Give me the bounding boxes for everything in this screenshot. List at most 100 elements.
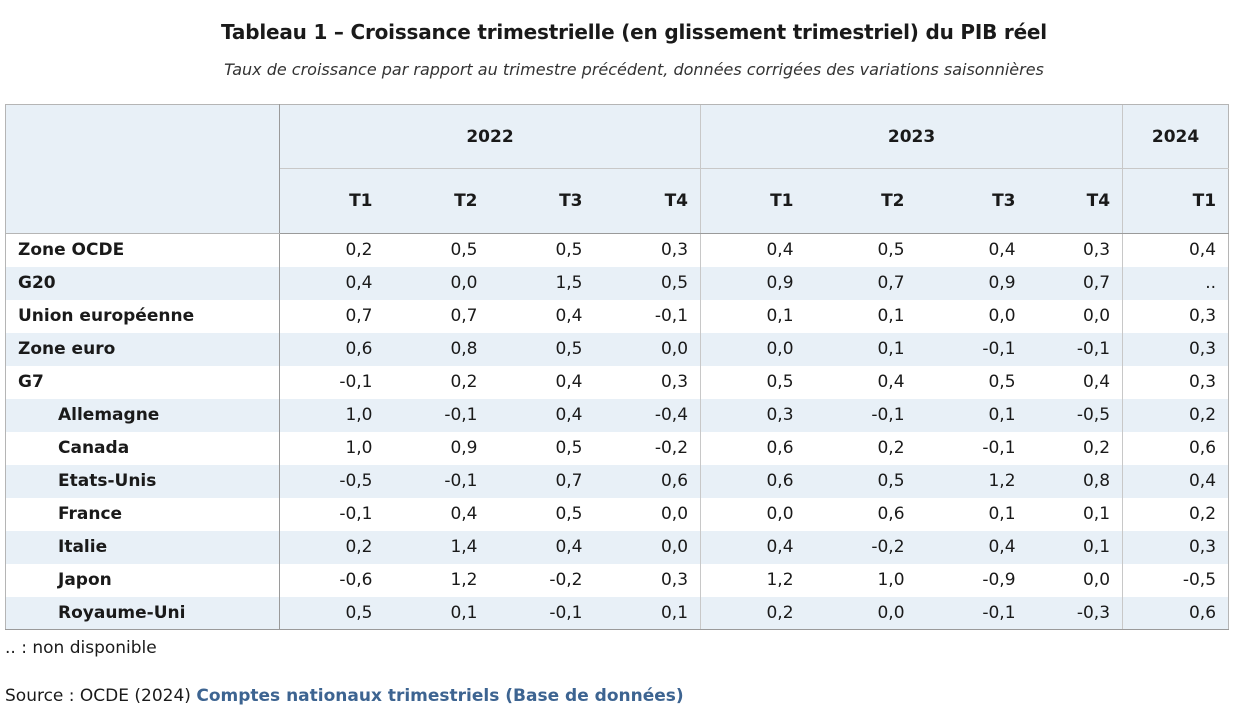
value-cell: -0,6 — [339, 570, 373, 590]
value-cell: 0,4 — [1082, 372, 1111, 392]
value-cell: 0,7 — [489, 464, 595, 498]
source-link[interactable]: Comptes nationaux trimestriels (Base de … — [196, 686, 684, 706]
value-cell: 1,5 — [489, 266, 595, 300]
value-cell: -0,2 — [549, 570, 583, 590]
value-cell: 0,5 — [594, 266, 701, 300]
quarter-header: T1 — [279, 168, 385, 234]
value-cell: -0,1 — [916, 596, 1028, 630]
value-cell: 0,6 — [594, 464, 701, 498]
table-row: Japon -0,6 1,2 -0,2 0,3 1,2 1,0 -0,9 0,0 -0,5 — [5, 563, 1230, 597]
value-cell: 0,0 — [1082, 570, 1111, 590]
value-cell: .. — [1122, 266, 1230, 300]
value-cell: 0,0 — [1082, 306, 1111, 326]
row-label: Allemagne — [5, 398, 280, 432]
value-cell: 0,5 — [489, 332, 595, 366]
value-cell: -0,1 — [1027, 332, 1123, 366]
value-cell: 0,2 — [345, 240, 373, 261]
value-cell: 0,9 — [450, 438, 478, 458]
row-label: Zone OCDE — [5, 233, 280, 267]
value-cell: 0,7 — [450, 306, 478, 326]
value-cell: 1,4 — [384, 530, 490, 564]
value-cell: 0,4 — [700, 530, 806, 564]
value-cell: 0,7 — [805, 266, 917, 300]
value-cell: 0,4 — [916, 530, 1028, 564]
table-row: Italie 0,2 1,4 0,4 0,0 0,4 -0,2 0,4 0,1 0,3 — [5, 530, 1230, 564]
row-label: Union européenne — [5, 299, 280, 333]
value-cell: -0,5 — [1122, 563, 1230, 597]
value-cell: 0,2 — [1122, 398, 1230, 432]
value-cell: 1,0 — [345, 438, 373, 458]
source-prefix: Source : OCDE (2024) — [5, 686, 197, 706]
table-subtitle: Taux de croissance par rapport au trimes… — [224, 60, 1044, 79]
value-cell: 0,0 — [700, 332, 806, 366]
value-cell: -0,3 — [1027, 596, 1123, 630]
value-cell: 0,8 — [1027, 464, 1123, 498]
value-cell: 0,3 — [1122, 299, 1230, 333]
value-cell: 0,0 — [594, 530, 701, 564]
value-cell: 0,6 — [877, 504, 905, 524]
value-cell: 0,3 — [660, 372, 689, 392]
value-cell: 0,4 — [700, 233, 806, 267]
value-cell: 0,3 — [660, 570, 689, 590]
source-line: Source : OCDE (2024) Comptes nationaux t… — [5, 686, 684, 706]
value-cell: 0,5 — [988, 372, 1016, 392]
value-cell: 0,4 — [489, 398, 595, 432]
value-cell: -0,5 — [1027, 398, 1123, 432]
value-cell: 0,5 — [700, 365, 806, 399]
table-row: Zone OCDE 0,2 0,5 0,5 0,3 0,4 0,5 0,4 0,3 0,4 — [5, 233, 1230, 267]
value-cell: -0,1 — [384, 464, 490, 498]
value-cell: 0,0 — [988, 306, 1016, 326]
value-cell: 0,1 — [1082, 504, 1111, 524]
value-cell: 0,1 — [916, 398, 1028, 432]
header-corner — [5, 104, 280, 234]
quarter-header: T3 — [489, 168, 595, 234]
value-cell: 0,1 — [805, 332, 917, 366]
value-cell: 0,4 — [877, 372, 905, 392]
value-cell: 0,2 — [877, 438, 905, 458]
value-cell: -0,1 — [339, 504, 373, 524]
value-cell: 0,5 — [279, 596, 385, 630]
value-cell: 0,1 — [988, 504, 1016, 524]
value-cell: -0,2 — [654, 438, 689, 458]
row-label: France — [5, 497, 280, 531]
value-cell: 0,5 — [555, 438, 583, 458]
value-cell: 0,0 — [384, 266, 490, 300]
value-cell: 0,4 — [279, 266, 385, 300]
value-cell: 0,6 — [279, 332, 385, 366]
value-cell: 0,0 — [660, 504, 689, 524]
quarter-header: T2 — [805, 168, 917, 234]
row-label: Canada — [5, 431, 280, 465]
year-header-2023: 2023 — [700, 104, 1123, 169]
year-header-2024: 2024 — [1122, 104, 1230, 169]
value-cell: -0,1 — [916, 332, 1028, 366]
value-cell: 0,2 — [279, 530, 385, 564]
table-row: G20 0,4 0,0 1,5 0,5 0,9 0,7 0,9 0,7.. — [5, 266, 1230, 300]
value-cell: 0,4 — [1122, 464, 1230, 498]
table-row: G7 -0,1 0,2 0,4 0,3 0,5 0,4 0,5 0,4 0,3 — [5, 365, 1230, 399]
table-row: France -0,1 0,4 0,5 0,0 0,0 0,6 0,1 0,1 0,2 — [5, 497, 1230, 531]
value-cell: 0,4 — [489, 530, 595, 564]
value-cell: 0,4 — [1122, 233, 1230, 267]
value-cell: -0,1 — [805, 398, 917, 432]
row-label: Etats-Unis — [5, 464, 280, 498]
quarter-header: T3 — [916, 168, 1028, 234]
value-cell: 0,0 — [805, 596, 917, 630]
value-cell: -0,1 — [654, 306, 689, 326]
value-cell: 1,0 — [279, 398, 385, 432]
value-cell: 1,0 — [877, 570, 905, 590]
value-cell: 0,5 — [877, 240, 905, 261]
value-cell: 0,2 — [700, 596, 806, 630]
value-cell: 0,5 — [450, 240, 478, 261]
value-cell: -0,2 — [805, 530, 917, 564]
value-cell: 0,3 — [700, 398, 806, 432]
value-cell: 0,2 — [1082, 438, 1111, 458]
value-cell: 0,3 — [1082, 240, 1111, 261]
table-body: Zone OCDE 0,2 0,5 0,5 0,3 0,4 0,5 0,4 0,3 0,4 G20 0… — [5, 233, 1230, 630]
row-label: Japon — [5, 563, 280, 597]
row-label: G7 — [5, 365, 280, 399]
value-cell: 0,5 — [805, 464, 917, 498]
value-cell: 0,4 — [555, 306, 583, 326]
quarter-header: T4 — [1027, 168, 1123, 234]
value-cell: 1,2 — [700, 563, 806, 597]
value-cell: 0,8 — [384, 332, 490, 366]
